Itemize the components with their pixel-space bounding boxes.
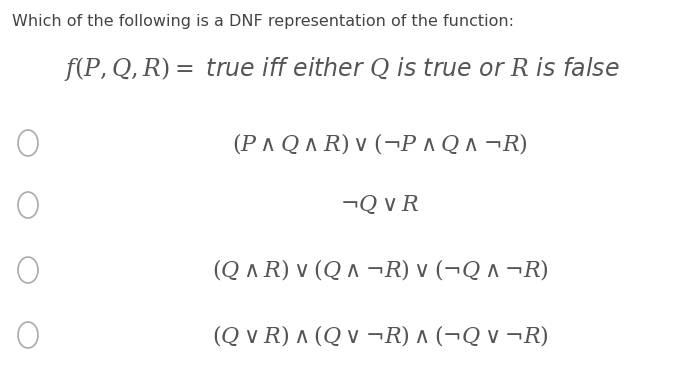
- Text: $(P \wedge Q \wedge R) \vee (\neg P \wedge Q \wedge \neg R)$: $(P \wedge Q \wedge R) \vee (\neg P \wed…: [232, 130, 528, 156]
- Text: $f(P, Q, R) = $ true iff either $Q$ is true or $R$ is false: $f(P, Q, R) = $ true iff either $Q$ is t…: [64, 55, 619, 83]
- Text: $(Q \vee R) \wedge (Q \vee \neg R) \wedge (\neg Q \vee \neg R)$: $(Q \vee R) \wedge (Q \vee \neg R) \wedg…: [212, 322, 548, 347]
- Text: Which of the following is a DNF representation of the function:: Which of the following is a DNF represen…: [12, 14, 514, 29]
- Text: $\neg Q \vee R$: $\neg Q \vee R$: [340, 194, 420, 216]
- Text: $(Q \wedge R) \vee (Q \wedge \neg R) \vee (\neg Q \wedge \neg R)$: $(Q \wedge R) \vee (Q \wedge \neg R) \ve…: [212, 257, 548, 283]
